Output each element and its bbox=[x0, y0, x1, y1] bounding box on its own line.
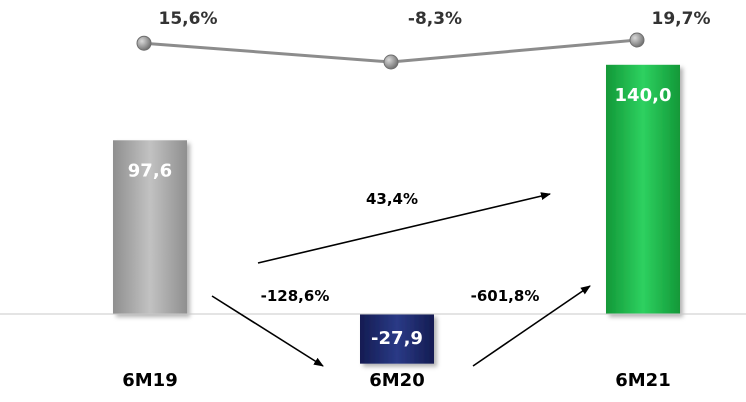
growth-label-6m21: 19,7% bbox=[652, 9, 711, 29]
change-arrow-3 bbox=[257, 192, 551, 264]
bar-6m19 bbox=[113, 140, 187, 314]
category-label-6m20: 6M20 bbox=[369, 370, 425, 391]
bar-value-label-6m19: 97,6 bbox=[128, 160, 172, 181]
growth-label-6m20: -8,3% bbox=[408, 9, 462, 29]
growth-label-6m19: 15,6% bbox=[159, 9, 218, 29]
growth-marker-6m19 bbox=[136, 35, 152, 51]
change-arrow-1 bbox=[211, 295, 324, 367]
change-label-3: 43,4% bbox=[366, 190, 418, 208]
change-arrow-2 bbox=[472, 285, 591, 367]
label-layer: 97,6 6M19 -27,9 6M20 140,0 6M21 15,6% -8,3% 19,7… bbox=[122, 9, 710, 391]
change-label-2: -601,8% bbox=[471, 287, 540, 305]
category-label-6m19: 6M19 bbox=[122, 370, 178, 391]
arrow-layer bbox=[211, 192, 591, 367]
change-label-1: -128,6% bbox=[261, 287, 330, 305]
bar-value-label-6m20: -27,9 bbox=[371, 328, 423, 349]
bars-layer bbox=[113, 64, 680, 364]
line-layer bbox=[136, 32, 645, 70]
category-label-6m21: 6M21 bbox=[615, 370, 671, 391]
bar-value-label-6m21: 140,0 bbox=[615, 85, 672, 106]
growth-marker-6m20 bbox=[383, 54, 399, 70]
bar-6m20 bbox=[360, 314, 434, 364]
bar-6m21 bbox=[606, 64, 680, 314]
growth-marker-6m21 bbox=[629, 32, 645, 48]
